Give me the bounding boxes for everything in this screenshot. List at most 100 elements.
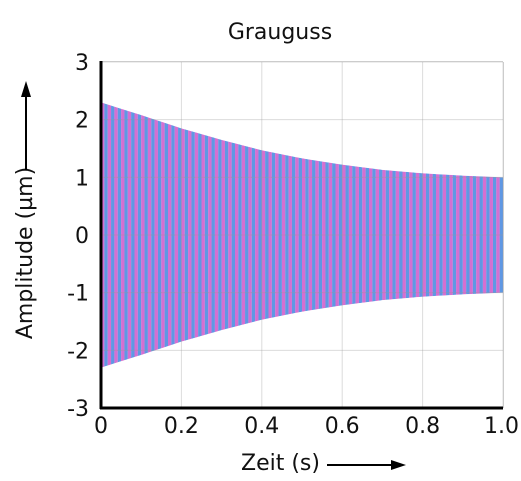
oscillation-stripe — [425, 173, 430, 297]
oscillation-stripe — [442, 174, 447, 296]
oscillation-stripe — [405, 171, 410, 299]
y-tick-label: -3 — [67, 397, 89, 422]
oscillation-stripe — [154, 119, 158, 351]
oscillation-stripe — [489, 176, 493, 294]
oscillation-stripe — [275, 152, 279, 318]
oscillation-stripe — [241, 145, 246, 325]
oscillation-stripe — [419, 173, 423, 297]
oscillation-stripe — [157, 120, 162, 350]
oscillation-stripe — [114, 106, 118, 364]
y-tick-label: -2 — [67, 339, 89, 364]
oscillation-stripe — [399, 171, 403, 299]
oscillation-stripe — [251, 147, 256, 323]
oscillation-stripe — [191, 131, 195, 339]
plot-area — [101, 61, 504, 408]
axes — [99, 61, 503, 410]
oscillation-stripe — [198, 133, 202, 337]
oscillation-stripe — [178, 127, 182, 343]
oscillation-stripe — [469, 175, 473, 295]
oscillation-stripe — [459, 175, 463, 295]
oscillation-stripe — [248, 146, 252, 324]
oscillation-stripe — [104, 103, 108, 367]
oscillation-stripe — [462, 175, 467, 295]
oscillation-stripe — [482, 176, 487, 294]
oscillation-stripe — [171, 125, 175, 345]
oscillation-stripe — [298, 157, 302, 313]
oscillation-stripe — [161, 121, 165, 349]
oscillation-stripe — [456, 175, 460, 295]
y-tick-labels: 3 2 1 0 -1 -2 -3 — [67, 51, 89, 422]
oscillation-stripe — [472, 176, 477, 294]
oscillation-stripe — [328, 162, 333, 308]
oscillation-stripe — [452, 175, 457, 295]
oscillation-stripe — [479, 176, 483, 294]
oscillation-stripe — [409, 172, 413, 298]
oscillation-stripe — [238, 144, 242, 326]
oscillation-stripe — [265, 150, 269, 320]
oscillation-stripe — [348, 165, 353, 305]
oscillation-stripe — [385, 170, 390, 300]
oscillation-stripe — [137, 113, 142, 357]
oscillation-stripe — [305, 158, 309, 312]
oscillation-stripe — [372, 168, 376, 302]
oscillation-stripe — [486, 176, 490, 294]
oscillation-stripe — [151, 118, 155, 352]
oscillation-stripe — [121, 108, 125, 362]
oscillation-stripe — [312, 159, 316, 311]
oscillation-stripe — [281, 154, 286, 316]
oscillation-stripe — [245, 145, 249, 325]
oscillation-stripe — [117, 107, 122, 363]
x-tick-label: 0.2 — [164, 414, 199, 439]
oscillation-stripe — [285, 154, 289, 316]
oscillation-stripe — [144, 116, 148, 354]
oscillation-stripe — [194, 132, 199, 338]
y-tick-label: -1 — [67, 282, 89, 307]
oscillation-stripe — [342, 164, 346, 306]
y-tick-label: 2 — [75, 109, 89, 134]
oscillation-stripe — [499, 177, 503, 293]
oscillation-stripe — [295, 156, 299, 314]
oscillation-stripe — [496, 177, 500, 293]
oscillation-stripe — [224, 140, 229, 330]
x-tick-labels: 0 0.2 0.4 0.6 0.8 1.0 — [94, 414, 519, 439]
oscillation-stripe — [211, 136, 215, 334]
x-tick-label: 0.6 — [325, 414, 360, 439]
oscillation-stripe — [201, 134, 205, 336]
oscillation-stripe — [436, 174, 440, 296]
oscillation-stripe — [271, 152, 276, 318]
oscillation-stripe — [492, 176, 497, 294]
oscillation-stripe — [278, 153, 282, 317]
oscillation-stripe — [124, 109, 128, 361]
oscillation-stripe — [291, 156, 296, 314]
oscillation-stripe — [318, 160, 323, 310]
oscillation-stripe — [268, 151, 272, 319]
oscillation-stripe — [335, 163, 339, 307]
oscillation-stripe — [325, 162, 329, 308]
oscillation-stripe — [231, 142, 235, 328]
oscillation-stripe — [221, 139, 225, 331]
oscillation-stripe — [107, 104, 112, 366]
oscillation-stripe — [392, 170, 396, 300]
x-tick-label: 1.0 — [484, 414, 519, 439]
oscillation-stripe — [288, 155, 292, 315]
oscillation-stripe — [228, 141, 232, 329]
oscillation-stripe — [375, 168, 380, 302]
oscillation-stripe — [369, 168, 373, 302]
oscillation-stripe — [362, 167, 366, 303]
oscillation-stripe — [141, 115, 145, 355]
oscillation-stripe — [164, 122, 168, 348]
x-tick-label: 0.4 — [244, 414, 279, 439]
x-tick-label: 0.8 — [405, 414, 440, 439]
oscillation-stripe — [412, 172, 416, 298]
oscillation-stripe — [315, 160, 319, 310]
oscillation-stripe — [208, 136, 212, 334]
oscillation-stripe — [429, 173, 433, 297]
plot-mask-top — [101, 62, 503, 178]
oscillation-stripe — [379, 169, 383, 301]
oscillation-stripe — [184, 129, 189, 341]
oscillation-stripe — [402, 171, 406, 299]
y-axis-arrow — [21, 81, 31, 170]
oscillation-stripe — [415, 172, 420, 298]
